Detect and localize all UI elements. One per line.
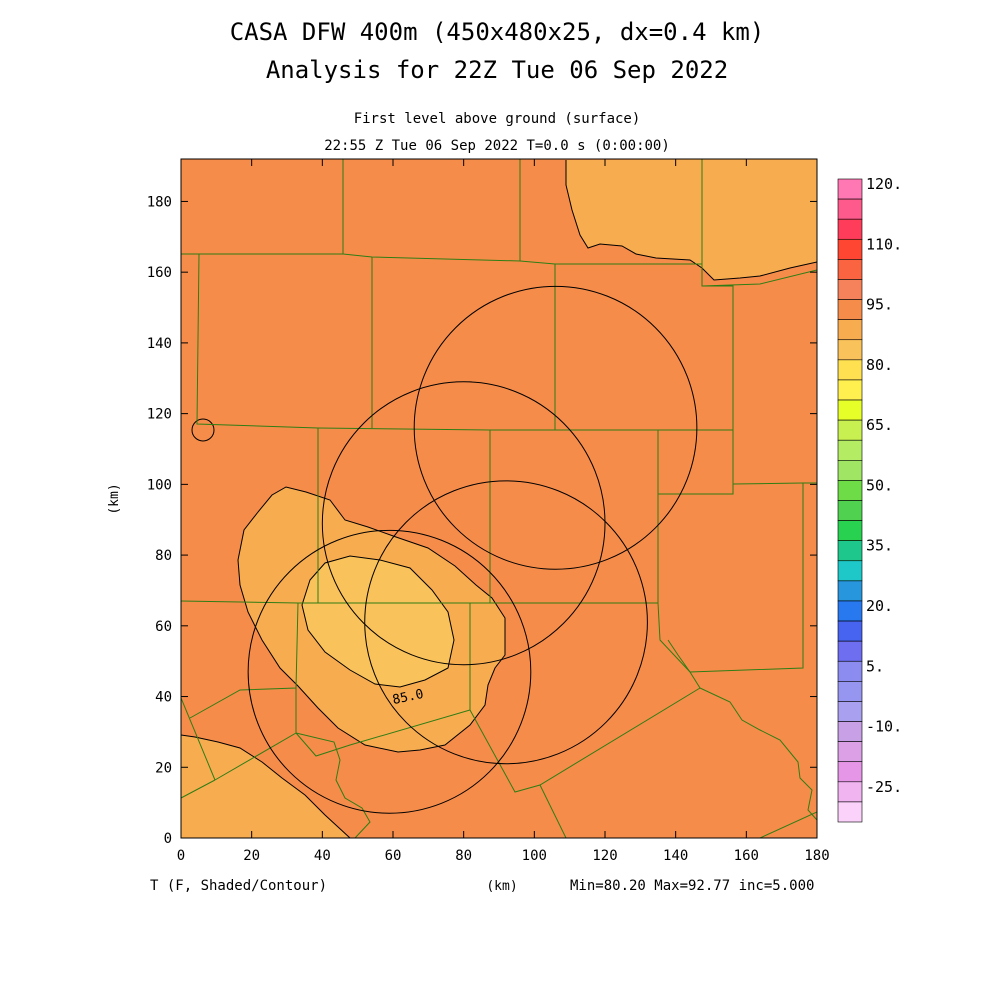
colorbar-swatch <box>837 460 863 481</box>
colorbar-swatch <box>837 399 863 421</box>
colorbar-swatch <box>837 379 863 401</box>
radar-ring-1 <box>321 381 606 666</box>
title-line-1: CASA DFW 400m (450x480x25, dx=0.4 km) <box>230 18 765 46</box>
x-tick-label: 60 <box>385 848 402 864</box>
colorbar-swatch <box>837 781 863 803</box>
y-axis: 0 20 40 60 80 100 120 140 160 180 <box>147 194 817 847</box>
colorbar-label: 110. <box>866 235 902 253</box>
colorbar-label: 95. <box>866 296 893 314</box>
colorbar-swatch <box>837 801 863 823</box>
colorbar-swatch <box>837 500 863 521</box>
colorbar-swatch <box>837 701 863 722</box>
temperature-field-80-85-core <box>302 556 454 687</box>
colorbar-swatch <box>837 640 863 662</box>
x-tick-label: 40 <box>314 848 331 864</box>
y-tick-label: 100 <box>147 477 172 493</box>
contour-small-loop <box>191 418 215 442</box>
colorbar-swatch <box>837 238 863 260</box>
colorbar-swatch <box>837 741 863 763</box>
contour-85-southwest <box>181 734 351 838</box>
subtitle-line-2: 22:55 Z Tue 06 Sep 2022 T=0.0 s (0:00:00… <box>324 138 670 154</box>
colorbar-swatch <box>837 580 863 602</box>
y-tick-label: 180 <box>147 194 172 210</box>
x-axis-label: (km) <box>486 879 517 894</box>
colorbar-label: -25. <box>866 778 902 796</box>
x-tick-label: 120 <box>592 848 617 864</box>
x-axis: 0 20 40 60 80 100 120 140 160 180 <box>177 159 830 864</box>
colorbar-swatch <box>837 279 863 300</box>
colorbar-swatch <box>837 660 863 682</box>
colorbar-label: 35. <box>866 537 893 555</box>
x-tick-label: 140 <box>663 848 688 864</box>
radar-ring-4 <box>364 480 648 765</box>
contour-label-85: 85.0 <box>391 687 425 708</box>
radar-ring-2 <box>413 285 698 570</box>
colorbar-swatch <box>837 319 863 341</box>
colorbar-swatch <box>837 419 863 441</box>
plot-frame <box>180 158 818 839</box>
colorbar-swatch <box>837 218 863 240</box>
colorbar-swatch <box>837 178 863 200</box>
colorbar-swatch <box>837 761 863 783</box>
colorbar-swatch <box>837 480 863 501</box>
y-tick-label: 140 <box>147 336 172 352</box>
subtitle-line-1: First level above ground (surface) <box>354 111 641 127</box>
radar-range-rings <box>247 285 698 814</box>
x-tick-label: 80 <box>455 848 472 864</box>
colorbar-label: 65. <box>866 416 893 434</box>
colorbar-swatch <box>837 520 863 541</box>
y-tick-label: 160 <box>147 265 172 281</box>
contour-85-east <box>565 160 817 281</box>
x-tick-label: 20 <box>243 848 260 864</box>
x-tick-label: 180 <box>804 848 829 864</box>
y-tick-label: 0 <box>164 831 172 847</box>
colorbar-swatch <box>837 359 863 381</box>
colorbar-swatch <box>837 259 863 280</box>
y-tick-label: 80 <box>155 548 172 564</box>
footer-stats: Min=80.20 Max=92.77 inc=5.000 <box>570 878 814 894</box>
colorbar-label: 5. <box>866 657 884 675</box>
y-axis-label: (km) <box>107 483 122 514</box>
colorbar-swatch <box>837 721 863 742</box>
colorbar-label: 80. <box>866 356 893 374</box>
colorbar-label: 20. <box>866 597 893 615</box>
colorbar: 120. 110. 95. 80. 65. 50. 35. 20. 5. -10. -25. <box>837 175 902 823</box>
contour-85-outer <box>237 486 506 753</box>
colorbar-swatch <box>837 620 863 642</box>
colorbar-swatch <box>837 560 863 582</box>
y-tick-label: 20 <box>155 760 172 776</box>
colorbar-label: 50. <box>866 476 893 494</box>
x-tick-label: 100 <box>522 848 547 864</box>
radar-ring-3 <box>247 529 532 814</box>
county-boundaries <box>181 159 817 838</box>
temperature-field-80-85-southwest <box>181 735 350 838</box>
x-tick-label: 160 <box>734 848 759 864</box>
colorbar-swatch <box>837 299 863 320</box>
y-tick-label: 60 <box>155 619 172 635</box>
y-tick-label: 120 <box>147 407 172 423</box>
colorbar-label: -10. <box>866 718 902 736</box>
map-plot-area: 85.0 0 20 40 60 80 100 120 140 160 180 0 20 40 60 80 1… <box>147 158 830 864</box>
title-line-2: Analysis for 22Z Tue 06 Sep 2022 <box>266 56 728 84</box>
colorbar-label: 120. <box>866 175 902 193</box>
colorbar-swatch <box>837 600 863 622</box>
x-tick-label: 0 <box>177 848 185 864</box>
colorbar-swatch <box>837 198 863 220</box>
colorbar-swatch <box>837 681 863 702</box>
y-tick-label: 40 <box>155 690 172 706</box>
footer-variable: T (F, Shaded/Contour) <box>150 878 327 894</box>
colorbar-swatch <box>837 339 863 361</box>
colorbar-swatch <box>837 540 863 562</box>
contour-85-inner <box>301 555 455 688</box>
colorbar-swatch <box>837 439 863 461</box>
